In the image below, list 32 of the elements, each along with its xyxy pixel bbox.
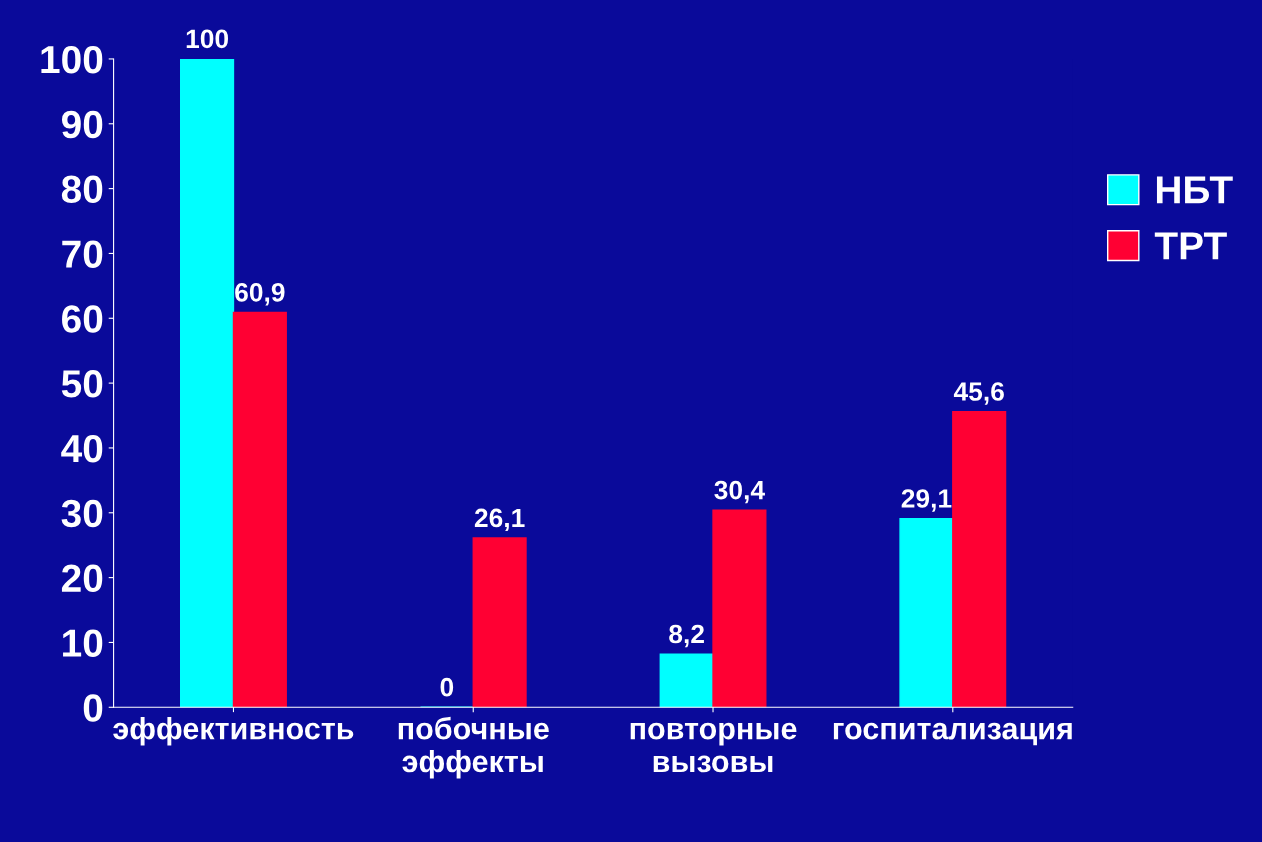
data-label: 26,1 (474, 508, 525, 532)
y-tick-label: 50 (61, 370, 103, 398)
y-tick-label: 20 (61, 564, 103, 593)
data-label: 29,1 (901, 489, 952, 512)
data-label: 30,4 (714, 480, 765, 504)
y-tick-label: 90 (61, 110, 103, 139)
x-tick-label: повторные вызовы (630, 722, 797, 773)
data-label: 60,9 (235, 282, 285, 306)
y-tick-label: 30 (61, 499, 103, 528)
bar (180, 58, 235, 708)
bar (659, 653, 714, 708)
data-label: 45,6 (953, 382, 1004, 405)
y-tick-label: 70 (62, 240, 103, 268)
data-label: 0 (440, 677, 454, 697)
y-tick-label: 100 (41, 45, 103, 74)
y-tick-label: 0 (83, 694, 103, 722)
data-label: 8,2 (669, 624, 704, 648)
bar (232, 311, 287, 708)
x-tick-label: побочные эффекты (398, 716, 549, 779)
bar (712, 509, 767, 708)
y-tick-label: 10 (63, 629, 103, 657)
legend-label: НБТ (1156, 176, 1233, 204)
x-tick-label: эффективность (113, 717, 354, 746)
y-tick-label: 60 (62, 305, 103, 333)
bar (899, 517, 954, 708)
legend-label: ТРТ (1154, 232, 1227, 260)
y-tick-label: 80 (61, 175, 103, 204)
y-tick-label: 40 (61, 434, 103, 463)
bar (952, 410, 1007, 708)
x-tick-label: госпитализация (833, 722, 1072, 746)
data-label: 100 (186, 29, 229, 49)
bar (472, 537, 527, 708)
